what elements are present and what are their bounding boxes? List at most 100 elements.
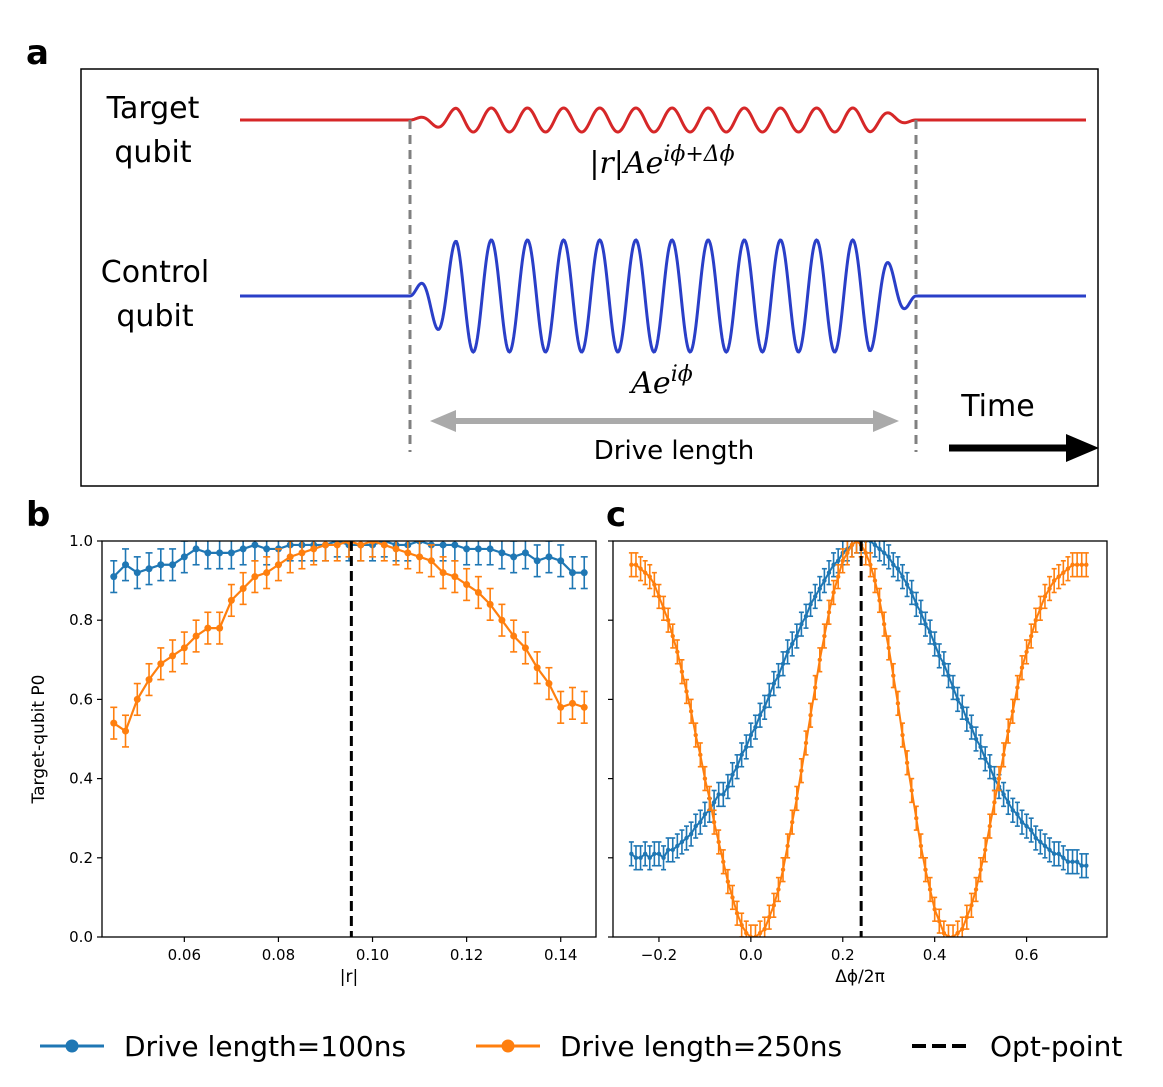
x-axis-label: |r| — [340, 967, 358, 987]
data-point — [840, 558, 845, 563]
data-point — [946, 673, 951, 678]
data-point — [1033, 835, 1038, 841]
data-point — [688, 709, 694, 714]
data-point — [812, 594, 818, 599]
data-point — [633, 562, 639, 567]
legend-marker — [65, 1039, 79, 1053]
data-point — [110, 573, 118, 581]
control-formula-exponent: iϕ — [671, 362, 693, 387]
data-point — [891, 562, 896, 567]
data-point — [1056, 574, 1061, 579]
data-point — [955, 930, 960, 936]
data-point — [263, 569, 271, 577]
plot-area — [110, 541, 588, 937]
data-point — [1074, 562, 1080, 567]
data-point — [474, 588, 482, 596]
data-point — [877, 598, 882, 603]
panel-a-frame — [80, 68, 1099, 487]
data-point — [835, 558, 841, 563]
data-point — [1070, 859, 1075, 864]
data-point — [725, 784, 731, 789]
data-point — [239, 545, 247, 553]
data-point — [227, 549, 235, 557]
y-tick-label: 0.2 — [69, 849, 93, 867]
data-point — [904, 582, 910, 587]
data-point — [794, 633, 800, 639]
data-point — [439, 541, 447, 549]
data-point — [744, 744, 749, 750]
data-point — [831, 590, 836, 595]
data-point — [392, 545, 400, 553]
data-point — [545, 680, 553, 688]
data-point — [702, 776, 708, 781]
data-point — [1010, 808, 1015, 813]
data-point — [973, 736, 979, 742]
data-point — [845, 550, 850, 556]
data-point — [642, 851, 648, 857]
data-point — [333, 541, 341, 549]
data-point — [803, 614, 809, 619]
data-point — [973, 887, 979, 892]
y-tick-label: 1.0 — [69, 532, 93, 550]
data-point — [298, 549, 306, 557]
data-point — [983, 756, 988, 761]
data-point — [451, 573, 459, 581]
data-point — [642, 570, 648, 575]
data-point — [357, 541, 365, 549]
data-point — [675, 843, 680, 849]
axes-frame — [101, 540, 597, 938]
x-tick-label: 0.08 — [262, 946, 295, 964]
data-point — [808, 602, 813, 607]
data-point — [451, 541, 459, 549]
data-point — [927, 629, 933, 635]
data-point — [1038, 839, 1043, 845]
data-point — [380, 541, 388, 549]
legend-label: Drive length=100ns — [124, 1030, 406, 1063]
data-point — [937, 918, 942, 924]
data-point — [568, 569, 576, 577]
data-point — [1047, 847, 1052, 853]
data-point — [849, 542, 855, 548]
data-point — [580, 703, 588, 711]
data-point — [918, 610, 924, 615]
data-point — [1038, 606, 1043, 611]
data-point — [707, 796, 712, 801]
data-point — [133, 695, 141, 703]
data-point — [711, 800, 717, 805]
data-point — [145, 676, 153, 684]
data-point — [439, 569, 447, 577]
data-point — [785, 649, 790, 655]
data-point — [629, 851, 634, 857]
data-point — [730, 895, 735, 900]
data-point — [1051, 578, 1057, 583]
data-point — [767, 915, 772, 920]
data-point — [868, 562, 873, 567]
data-point — [679, 669, 685, 674]
time-label: Time — [960, 389, 1034, 424]
data-point — [1019, 819, 1025, 825]
data-point — [486, 600, 494, 608]
legend-label: Opt-point — [990, 1030, 1122, 1063]
axes-frame — [612, 540, 1108, 938]
data-point — [1061, 570, 1066, 575]
data-point — [831, 562, 836, 567]
data-point — [1084, 863, 1089, 868]
y-axis-label: Target-qubit P0 — [29, 675, 49, 805]
data-point — [780, 867, 786, 872]
data-point — [1001, 752, 1006, 758]
data-point — [826, 570, 832, 575]
drive-length-arrow — [430, 410, 899, 432]
data-point — [665, 618, 671, 623]
data-point — [803, 740, 809, 746]
target-qubit-waveform — [240, 106, 1086, 134]
data-point — [826, 610, 832, 615]
data-point — [716, 792, 721, 797]
data-point — [955, 697, 960, 702]
legend-label: Drive length=250ns — [560, 1030, 842, 1063]
data-point — [580, 569, 588, 577]
data-point — [886, 645, 891, 651]
data-point — [638, 566, 643, 571]
data-point — [693, 823, 698, 829]
x-tick-label: −0.2 — [641, 946, 677, 964]
data-point — [204, 549, 212, 557]
